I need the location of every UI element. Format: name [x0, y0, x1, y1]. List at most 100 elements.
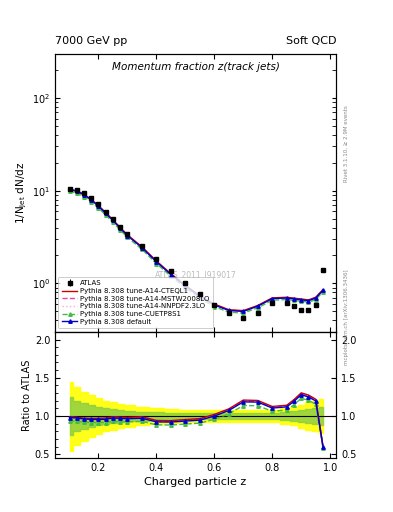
Pythia 8.308 tune-A14-CTEQL1 — [103, 209, 108, 216]
Pythia 8.308 tune-A14-MSTW2008LO — [89, 197, 94, 203]
Pythia 8.308 tune-CUETP8S1 — [198, 295, 202, 302]
Pythia 8.308 tune-A14-NNPDF2.3LO — [154, 259, 159, 265]
Pythia 8.308 tune-A14-MSTW2008LO — [110, 217, 115, 223]
Pythia 8.308 tune-A14-CTEQL1 — [183, 282, 188, 288]
Pythia 8.308 tune-CUETP8S1 — [169, 273, 173, 280]
Text: Soft QCD: Soft QCD — [286, 36, 336, 46]
Pythia 8.308 tune-A14-CTEQL1 — [198, 293, 202, 299]
Line: Pythia 8.308 default: Pythia 8.308 default — [68, 188, 325, 313]
Pythia 8.308 tune-A14-CTEQL1 — [110, 217, 115, 223]
Pythia 8.308 default — [321, 287, 325, 293]
Pythia 8.308 tune-CUETP8S1 — [226, 309, 231, 315]
Pythia 8.308 default — [118, 225, 123, 231]
Pythia 8.308 default — [82, 191, 86, 198]
Pythia 8.308 tune-A14-NNPDF2.3LO — [321, 287, 325, 293]
Pythia 8.308 default — [74, 188, 79, 195]
Pythia 8.308 tune-CUETP8S1 — [154, 261, 159, 267]
Pythia 8.308 tune-A14-CTEQL1 — [306, 297, 311, 303]
Pythia 8.308 tune-A14-NNPDF2.3LO — [299, 296, 304, 303]
Pythia 8.308 tune-CUETP8S1 — [255, 305, 260, 311]
Pythia 8.308 default — [89, 197, 94, 203]
Pythia 8.308 tune-A14-MSTW2008LO — [154, 259, 159, 265]
Pythia 8.308 default — [110, 217, 115, 223]
Line: Pythia 8.308 tune-CUETP8S1: Pythia 8.308 tune-CUETP8S1 — [68, 189, 325, 315]
Pythia 8.308 tune-A14-NNPDF2.3LO — [292, 296, 296, 302]
Pythia 8.308 tune-A14-NNPDF2.3LO — [67, 186, 72, 193]
Pythia 8.308 tune-A14-CTEQL1 — [255, 303, 260, 309]
Pythia 8.308 default — [140, 245, 144, 251]
Pythia 8.308 tune-A14-CTEQL1 — [140, 244, 144, 250]
Pythia 8.308 tune-A14-CTEQL1 — [169, 271, 173, 277]
Pythia 8.308 tune-A14-CTEQL1 — [96, 203, 101, 209]
Pythia 8.308 tune-A14-CTEQL1 — [118, 224, 123, 230]
Pythia 8.308 tune-CUETP8S1 — [183, 285, 188, 291]
Pythia 8.308 tune-CUETP8S1 — [241, 310, 246, 316]
Pythia 8.308 tune-CUETP8S1 — [292, 297, 296, 304]
Pythia 8.308 tune-CUETP8S1 — [103, 212, 108, 218]
Line: Pythia 8.308 tune-A14-NNPDF2.3LO: Pythia 8.308 tune-A14-NNPDF2.3LO — [70, 189, 323, 311]
Pythia 8.308 tune-CUETP8S1 — [306, 299, 311, 305]
Pythia 8.308 default — [169, 271, 173, 278]
Pythia 8.308 tune-A14-MSTW2008LO — [118, 225, 123, 231]
Line: Pythia 8.308 tune-A14-CTEQL1: Pythia 8.308 tune-A14-CTEQL1 — [70, 189, 323, 311]
Pythia 8.308 tune-A14-MSTW2008LO — [74, 188, 79, 194]
Pythia 8.308 tune-A14-CTEQL1 — [212, 301, 217, 307]
Pythia 8.308 default — [270, 295, 275, 302]
Pythia 8.308 default — [255, 303, 260, 309]
Pythia 8.308 tune-A14-NNPDF2.3LO — [313, 295, 318, 301]
Pythia 8.308 tune-CUETP8S1 — [110, 219, 115, 225]
Pythia 8.308 tune-A14-CTEQL1 — [74, 188, 79, 194]
Pythia 8.308 tune-A14-MSTW2008LO — [321, 287, 325, 293]
Pythia 8.308 tune-A14-MSTW2008LO — [103, 210, 108, 216]
Pythia 8.308 tune-A14-NNPDF2.3LO — [183, 283, 188, 289]
Pythia 8.308 tune-A14-CTEQL1 — [82, 191, 86, 197]
Pythia 8.308 tune-A14-NNPDF2.3LO — [306, 297, 311, 304]
Pythia 8.308 tune-A14-CTEQL1 — [285, 294, 289, 301]
Pythia 8.308 tune-CUETP8S1 — [67, 188, 72, 195]
Legend: ATLAS, Pythia 8.308 tune-A14-CTEQL1, Pythia 8.308 tune-A14-MSTW2008LO, Pythia 8.: ATLAS, Pythia 8.308 tune-A14-CTEQL1, Pyt… — [59, 277, 213, 328]
Pythia 8.308 tune-A14-MSTW2008LO — [255, 303, 260, 309]
Pythia 8.308 default — [212, 302, 217, 308]
Pythia 8.308 tune-A14-CTEQL1 — [313, 294, 318, 301]
Pythia 8.308 tune-A14-MSTW2008LO — [212, 302, 217, 308]
Pythia 8.308 tune-A14-MSTW2008LO — [169, 271, 173, 277]
Pythia 8.308 default — [306, 297, 311, 304]
Pythia 8.308 default — [154, 259, 159, 265]
Pythia 8.308 tune-A14-NNPDF2.3LO — [125, 232, 130, 239]
Pythia 8.308 tune-CUETP8S1 — [96, 205, 101, 211]
Text: ATLAS_2011_I919017: ATLAS_2011_I919017 — [154, 270, 237, 279]
Pythia 8.308 tune-A14-CTEQL1 — [226, 307, 231, 313]
Pythia 8.308 tune-A14-MSTW2008LO — [198, 293, 202, 299]
Pythia 8.308 tune-A14-NNPDF2.3LO — [74, 188, 79, 194]
Pythia 8.308 tune-A14-CTEQL1 — [154, 258, 159, 264]
Pythia 8.308 tune-A14-NNPDF2.3LO — [285, 295, 289, 301]
Pythia 8.308 tune-A14-MSTW2008LO — [226, 307, 231, 313]
Pythia 8.308 tune-A14-CTEQL1 — [292, 295, 296, 301]
Pythia 8.308 tune-CUETP8S1 — [118, 227, 123, 233]
Pythia 8.308 tune-A14-CTEQL1 — [321, 287, 325, 293]
Pythia 8.308 tune-CUETP8S1 — [299, 298, 304, 304]
Pythia 8.308 default — [103, 210, 108, 217]
Text: 7000 GeV pp: 7000 GeV pp — [55, 36, 127, 46]
Pythia 8.308 tune-A14-NNPDF2.3LO — [110, 217, 115, 223]
Pythia 8.308 default — [125, 232, 130, 239]
Pythia 8.308 default — [241, 308, 246, 314]
Pythia 8.308 default — [96, 203, 101, 209]
Pythia 8.308 tune-CUETP8S1 — [140, 246, 144, 252]
Pythia 8.308 tune-A14-MSTW2008LO — [306, 297, 311, 303]
Pythia 8.308 tune-A14-NNPDF2.3LO — [96, 203, 101, 209]
Pythia 8.308 tune-A14-CTEQL1 — [89, 196, 94, 202]
Pythia 8.308 default — [198, 293, 202, 300]
Pythia 8.308 tune-A14-CTEQL1 — [241, 308, 246, 314]
Pythia 8.308 tune-A14-NNPDF2.3LO — [82, 191, 86, 198]
Pythia 8.308 tune-A14-NNPDF2.3LO — [198, 293, 202, 300]
Y-axis label: 1/N$_\mathrm{jet}$ dN/dz: 1/N$_\mathrm{jet}$ dN/dz — [15, 162, 29, 224]
Pythia 8.308 tune-A14-MSTW2008LO — [299, 296, 304, 303]
Pythia 8.308 tune-CUETP8S1 — [89, 199, 94, 205]
Pythia 8.308 tune-A14-CTEQL1 — [67, 186, 72, 192]
Text: Rivet 3.1.10, ≥ 2.9M events: Rivet 3.1.10, ≥ 2.9M events — [344, 105, 349, 182]
Pythia 8.308 tune-A14-NNPDF2.3LO — [226, 307, 231, 313]
Pythia 8.308 default — [292, 296, 296, 302]
Pythia 8.308 tune-A14-NNPDF2.3LO — [169, 271, 173, 278]
Pythia 8.308 tune-A14-MSTW2008LO — [313, 294, 318, 301]
